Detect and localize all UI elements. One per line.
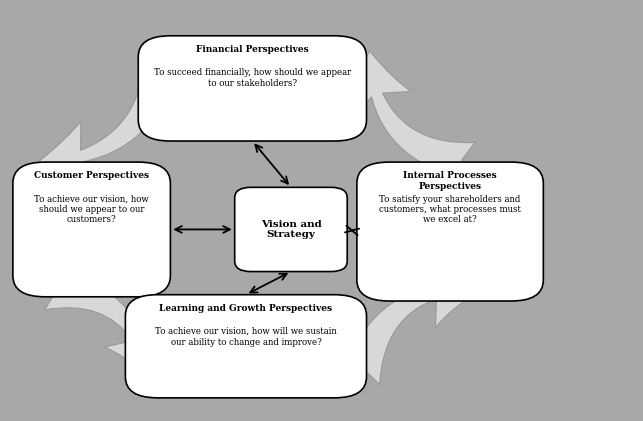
Text: Customer Perspectives: Customer Perspectives [34,171,149,180]
Text: Internal Processes
Perspectives: Internal Processes Perspectives [403,171,497,191]
FancyArrowPatch shape [350,51,475,181]
FancyArrowPatch shape [44,271,163,380]
Text: Vision and
Strategy: Vision and Strategy [260,220,322,239]
Text: To achieve our vision, how
should we appear to our
customers?: To achieve our vision, how should we app… [34,195,149,224]
FancyBboxPatch shape [125,295,367,398]
FancyArrowPatch shape [38,45,183,184]
FancyArrowPatch shape [341,265,480,384]
Text: Learning and Growth Perspectives: Learning and Growth Perspectives [159,304,332,313]
Text: To succeed financially, how should we appear
to our stakeholders?: To succeed financially, how should we ap… [154,68,351,88]
Text: To satisfy your shareholders and
customers, what processes must
we excel at?: To satisfy your shareholders and custome… [379,195,521,224]
FancyBboxPatch shape [138,36,367,141]
FancyBboxPatch shape [13,162,170,297]
FancyBboxPatch shape [235,187,347,272]
FancyBboxPatch shape [357,162,543,301]
Text: To achieve our vision, how will we sustain
our ability to change and improve?: To achieve our vision, how will we susta… [155,327,337,346]
Text: Financial Perspectives: Financial Perspectives [196,45,309,54]
